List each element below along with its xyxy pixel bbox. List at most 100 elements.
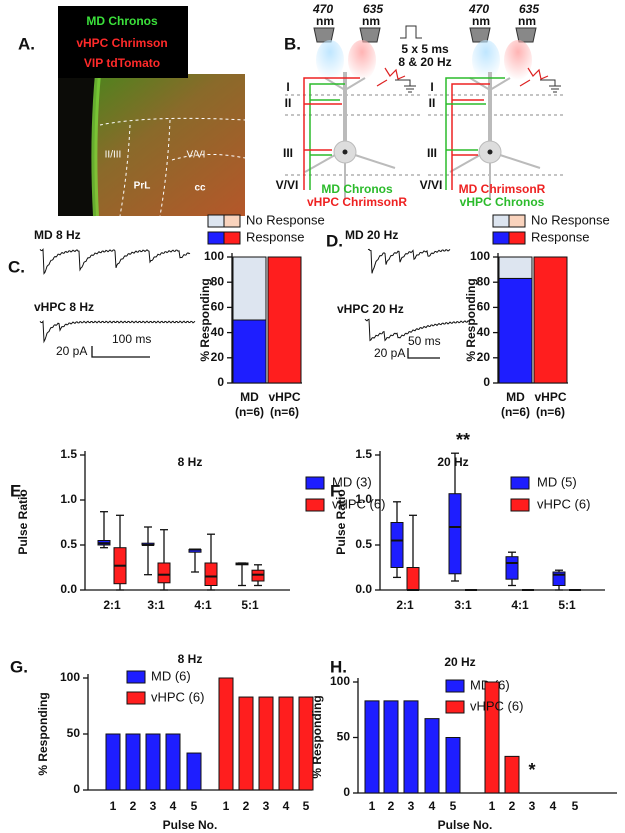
- x-tick-label: 3:1: [454, 598, 472, 612]
- wavelength: 470: [312, 2, 333, 16]
- bar: [145, 733, 161, 791]
- legend-swatch: [305, 476, 325, 490]
- trace-label: MD 8 Hz: [34, 228, 81, 242]
- legend-swatch: [126, 670, 146, 684]
- legend-label: MD (6): [151, 668, 191, 683]
- image-label: cc: [194, 183, 206, 194]
- y-axis-label: Pulse Ratio: [16, 489, 30, 554]
- y-tick-label: 0: [343, 785, 350, 799]
- layer-label: II: [429, 96, 436, 110]
- y-axis-label: % Responding: [310, 695, 324, 778]
- lamps: [313, 27, 537, 80]
- wavelength: 635: [519, 2, 539, 16]
- x-tick-label: 4: [550, 799, 557, 813]
- y-tick-label: 50: [67, 726, 81, 740]
- legend-swatch: [126, 691, 146, 705]
- y-tick-label: 1.5: [60, 447, 77, 461]
- unit: nm: [472, 14, 490, 28]
- y-axis-label: % Responding: [464, 278, 478, 361]
- wavelength: 635: [363, 2, 383, 16]
- unit: nm: [518, 14, 536, 28]
- panel-label: F.: [330, 481, 343, 500]
- unit: nm: [316, 14, 334, 28]
- n-label: (n=6): [501, 405, 530, 419]
- y-tick-label: 1.0: [60, 492, 77, 506]
- bar-segment: [232, 256, 267, 321]
- bar: [218, 677, 234, 791]
- x-tick-label: 2: [243, 799, 250, 813]
- y-tick-label: 50: [337, 730, 351, 744]
- legend-swatch: [223, 214, 241, 228]
- stimulus: 8 & 20 Hz: [398, 55, 451, 69]
- legend-label: vHPC (6): [151, 689, 204, 704]
- y-tick-label: 80: [477, 274, 491, 288]
- y-tick-label: 1.5: [355, 447, 372, 461]
- unit: nm: [362, 14, 380, 28]
- scale-label: 50 ms: [408, 334, 441, 348]
- image-legend: MD Chronos: [86, 14, 158, 28]
- legend-label: Response: [531, 229, 590, 244]
- legend-swatch: [223, 231, 241, 245]
- scale-label: 20 pA: [374, 346, 405, 360]
- bar: [186, 752, 202, 791]
- caption: MD Chronos: [321, 182, 393, 196]
- layer-label: II: [285, 96, 292, 110]
- x-tick-label: 4:1: [511, 598, 529, 612]
- x-tick-label: 5: [303, 799, 310, 813]
- panel-label: H.: [330, 657, 347, 676]
- y-tick-label: 0.5: [355, 537, 372, 551]
- x-tick-label: MD: [240, 390, 259, 404]
- bar-segment: [498, 277, 533, 384]
- bar: [105, 733, 121, 791]
- bar: [445, 737, 461, 794]
- y-tick-label: 20: [211, 350, 225, 364]
- bar: [278, 696, 294, 791]
- layer-label: V/VI: [420, 178, 443, 192]
- axon-projections: [303, 77, 561, 190]
- legend-label: No Response: [246, 212, 325, 227]
- y-tick-label: 100: [60, 670, 80, 684]
- y-axis-label: % Responding: [36, 692, 50, 775]
- x-tick-label: 1: [223, 799, 230, 813]
- trace-label: vHPC 20 Hz: [337, 302, 404, 316]
- legend-swatch: [207, 214, 225, 228]
- x-tick-label: 2: [509, 799, 516, 813]
- image-legend: vHPC Chrimson: [76, 36, 167, 50]
- box: [505, 556, 519, 580]
- box: [157, 562, 171, 584]
- n-label: (n=6): [270, 405, 299, 419]
- x-tick-label: 3: [150, 799, 157, 813]
- x-tick-label: 3: [263, 799, 270, 813]
- scale-label: 100 ms: [112, 332, 151, 346]
- caption: MD ChrimsonR: [459, 182, 546, 196]
- x-tick-label: 2: [388, 799, 395, 813]
- bar-segment: [498, 256, 533, 279]
- legend-label: No Response: [531, 212, 610, 227]
- panel-label: C.: [8, 257, 25, 276]
- circuit-diagram: 470 nm 635 nm 470 nm 635 nm 5 x 5 ms 8 &…: [276, 2, 565, 209]
- bar-segment: [267, 256, 302, 384]
- x-tick-label: 5: [450, 799, 457, 813]
- x-tick-label: 1: [489, 799, 496, 813]
- layer-label: III: [427, 146, 437, 160]
- panel-label: E.: [10, 481, 26, 500]
- box: [406, 567, 420, 591]
- legend-label: MD (5): [537, 474, 577, 489]
- layer-label: I: [286, 80, 289, 94]
- bar: [238, 696, 254, 791]
- y-tick-label: 40: [477, 325, 491, 339]
- bar: [125, 733, 141, 791]
- y-tick-label: 0.0: [60, 582, 77, 596]
- image-label: PrL: [134, 181, 151, 192]
- legend-label: Response: [246, 229, 305, 244]
- scale-label: 20 pA: [56, 344, 87, 358]
- y-tick-label: 60: [211, 300, 225, 314]
- image-label: II/III: [105, 150, 122, 161]
- bar: [403, 700, 419, 794]
- n-label: (n=6): [235, 405, 264, 419]
- image-legend: VIP tdTomato: [84, 56, 160, 70]
- legend-swatch: [207, 231, 225, 245]
- x-tick-label: 5: [191, 799, 198, 813]
- legend-label: MD (3): [332, 474, 372, 489]
- micrograph: MD Chronos vHPC Chrimson VIP tdTomato II…: [58, 6, 246, 217]
